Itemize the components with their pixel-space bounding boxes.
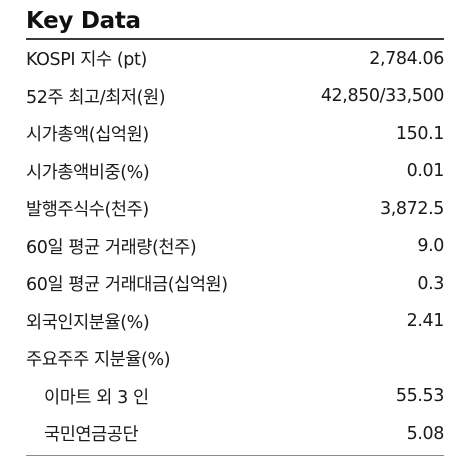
table-row-section-header: 주요주주 지분율(%) [26,340,444,378]
row-label: 주요주주 지분율(%) [26,350,171,371]
table-row: 외국인지분율(%) 2.41 [26,303,444,341]
table-row-sub: 이마트 외 3 인 55.53 [26,378,444,416]
row-value: 55.53 [395,386,445,407]
key-data-table: KOSPI 지수 (pt) 2,784.06 52주 최고/최저(원) 42,8… [26,40,444,453]
row-label: 60일 평균 거래대금(십억원) [26,275,228,296]
panel-title: Key Data [26,8,141,34]
row-label: 이마트 외 3 인 [44,387,149,408]
row-value: 42,850/33,500 [320,86,445,107]
row-value: 2.41 [406,311,445,332]
title-divider [26,38,444,40]
row-label: 국민연금공단 [44,425,139,446]
row-label: 외국인지분율(%) [26,312,150,333]
row-label: 시가총액비중(%) [26,162,150,183]
table-row: 52주 최고/최저(원) 42,850/33,500 [26,78,444,116]
row-value: 2,784.06 [369,48,444,69]
bottom-divider [26,454,444,456]
table-row: KOSPI 지수 (pt) 2,784.06 [26,40,444,78]
row-value: 150.1 [395,123,445,144]
row-value: 0.3 [417,273,444,294]
row-value: 0.01 [406,161,445,182]
table-row-sub: 국민연금공단 5.08 [26,415,444,453]
row-value: 3,872.5 [380,198,444,219]
row-value: 9.0 [417,236,444,257]
key-data-panel: Key Data KOSPI 지수 (pt) 2,784.06 52주 최고/최… [26,4,444,456]
table-row: 60일 평균 거래대금(십억원) 0.3 [26,265,444,303]
row-label: 52주 최고/최저(원) [26,87,166,108]
table-row: 시가총액(십억원) 150.1 [26,115,444,153]
row-label: 시가총액(십억원) [26,125,149,146]
table-row: 발행주식수(천주) 3,872.5 [26,190,444,228]
table-row: 60일 평균 거래량(천주) 9.0 [26,228,444,266]
row-value: 5.08 [406,423,445,444]
row-label: 발행주식수(천주) [26,200,149,221]
table-row: 시가총액비중(%) 0.01 [26,153,444,191]
row-label: 60일 평균 거래량(천주) [26,237,197,258]
row-label: KOSPI 지수 (pt) [26,50,147,71]
